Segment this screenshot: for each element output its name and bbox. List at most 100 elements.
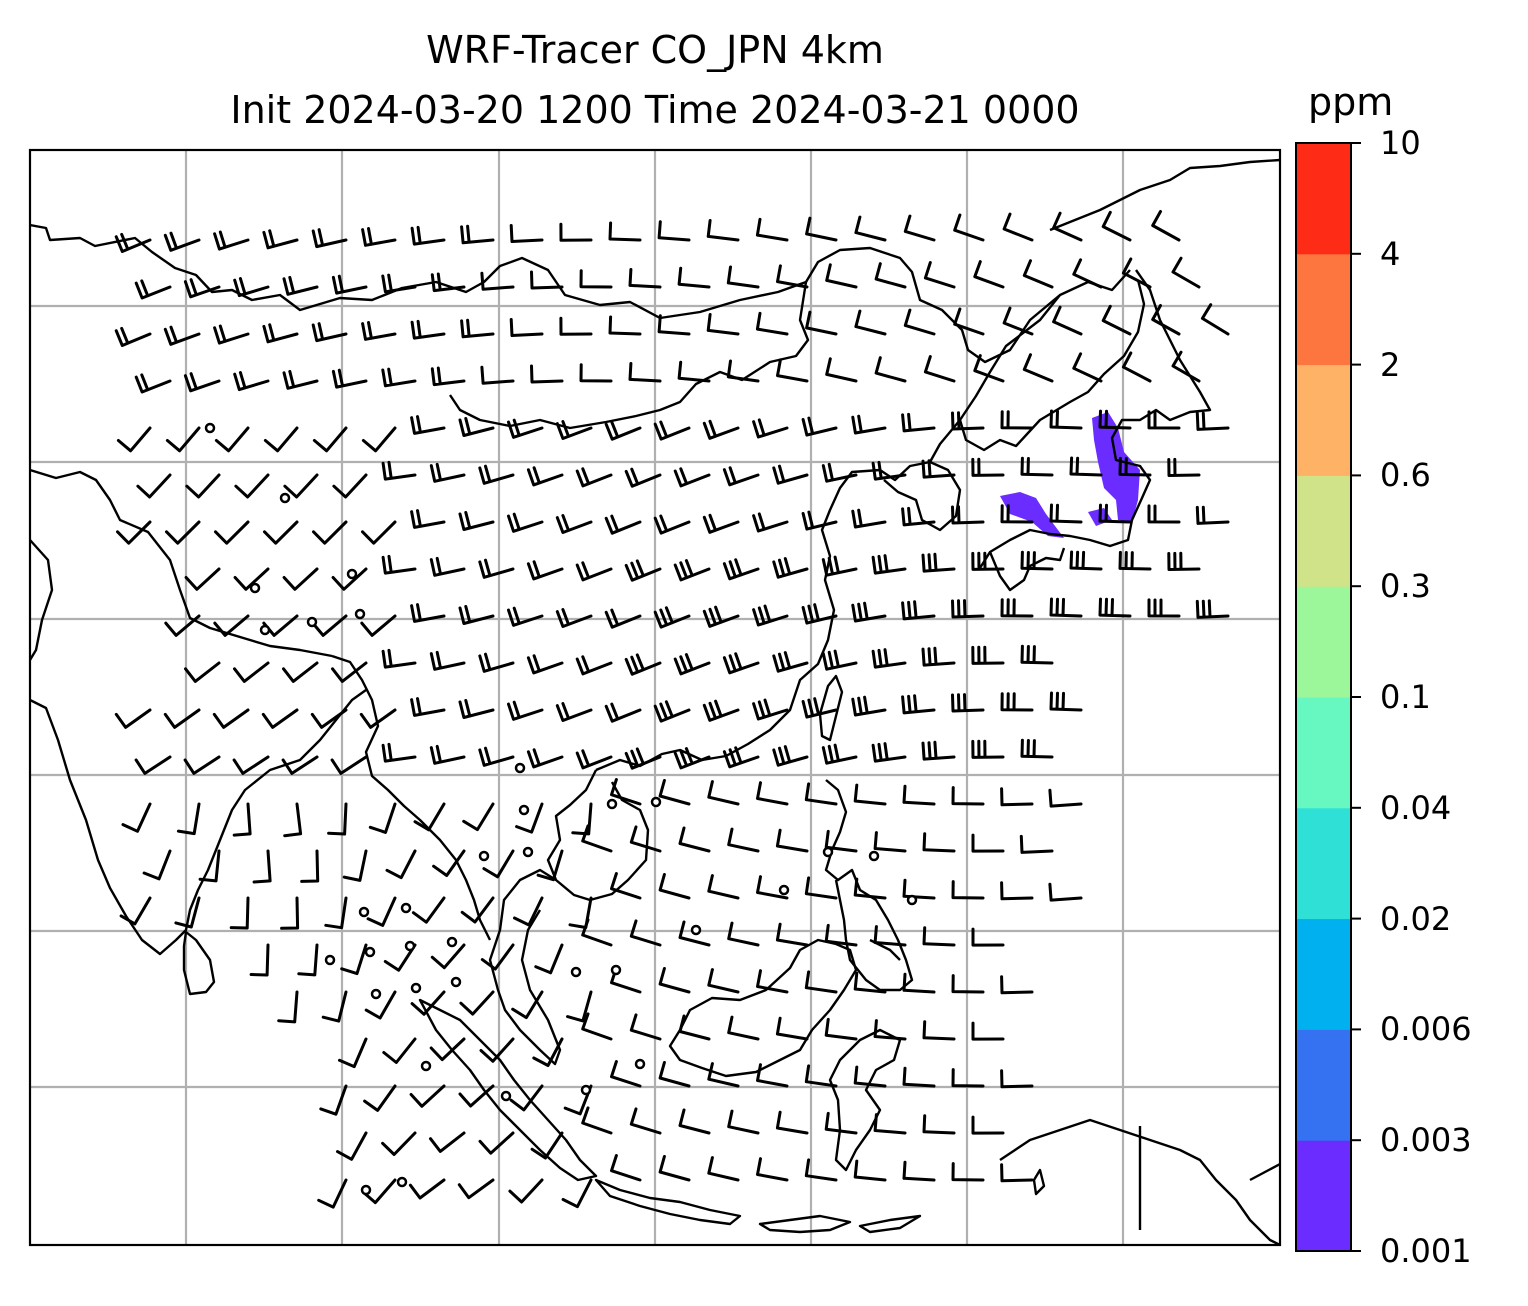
wind-barb [971,551,1005,571]
wind-barb [953,307,985,336]
wind-barb [381,648,417,669]
wind-barb [509,318,544,337]
wind-barb [953,213,985,242]
wind-barb [336,1131,368,1161]
wind-barb [727,921,760,947]
wind-barb [559,316,593,336]
wind-barb [804,1064,838,1088]
calm-wind-marker [306,616,318,628]
wind-barb [610,872,642,900]
wind-barb [1048,788,1083,808]
calm-wind-marker [346,568,358,580]
wind-barb [114,708,152,729]
wind-barb [772,557,809,579]
wind-barb [430,366,466,387]
colorbar-tick-label: 2 [1380,345,1401,384]
wind-barb [624,653,662,676]
wind-barb [332,473,368,499]
wind-barb [951,599,985,619]
wind-barb [722,746,760,769]
wind-barb [214,426,250,453]
wind-barb [526,748,564,769]
wind-barb [923,355,956,383]
wind-barb [536,849,564,882]
wind-barb [263,520,299,545]
wind-barb [608,221,642,242]
wind-barb [702,605,740,628]
wind-barb [624,467,662,488]
wind-barb [530,270,564,290]
wind-barb [775,922,809,947]
wind-barb [311,228,348,249]
wind-barb [252,849,272,884]
wind-barb [233,371,270,392]
wind-barb [429,1037,466,1062]
calm-wind-marker [906,894,918,906]
wind-barb [163,325,201,346]
wind-barb [1101,304,1132,336]
wind-barb [176,802,201,836]
wind-barb [653,420,691,441]
wind-barb [653,606,691,629]
wind-barb [459,990,495,1016]
wind-barb [1195,411,1230,431]
wind-barb [1195,505,1230,525]
wind-barb [581,918,613,947]
wind-barb [1098,503,1132,524]
wind-barb [921,646,956,667]
wind-barb [183,372,221,393]
wind-barb [579,363,613,383]
wind-barb [628,362,662,383]
wind-barb [873,1019,907,1041]
wind-barb [526,654,564,675]
wind-barb [871,648,907,669]
wind-barb [658,967,691,994]
wind-barb [874,356,907,383]
wind-barb [575,467,613,488]
wind-barb [119,896,152,926]
wind-barb [174,896,201,929]
wind-barb [410,990,446,1016]
wind-barb [361,227,397,247]
wind-barb [363,1084,397,1112]
wind-barb [1000,692,1034,712]
wind-barb [971,927,1005,947]
wind-barb [462,802,495,832]
wind-barb [368,802,397,834]
wind-barb [804,876,838,900]
wind-barb [381,554,417,575]
wind-barb [410,697,446,717]
calm-wind-marker [358,906,370,918]
wind-barb [479,1037,515,1063]
wind-barb [973,260,1005,289]
calm-wind-marker [606,798,618,810]
wind-barb [534,943,564,975]
wind-barb [311,322,348,343]
wind-barb [460,224,495,245]
calm-wind-marker [404,940,416,952]
wind-barb [566,990,593,1023]
wind-barb [971,645,1005,665]
wind-barb [116,426,152,453]
wind-barb [776,264,809,289]
wind-barb [134,373,172,394]
wind-barb [184,661,221,683]
wind-barb [610,778,642,806]
wind-barb [1000,881,1034,901]
wind-barb [232,755,270,775]
wind-barb [756,875,789,900]
wind-barb [331,274,368,295]
wind-barb [1121,257,1152,289]
wind-barb [430,943,466,970]
wind-barb [1118,456,1152,477]
calm-wind-marker [650,796,662,808]
wind-barb [1069,456,1103,477]
wind-barb [262,323,299,344]
wind-barb [951,880,985,900]
wind-barb [805,216,838,242]
wind-barb [331,567,368,591]
colorbar-bin [1296,475,1351,587]
wind-barb [1020,644,1054,665]
wind-barb [772,745,809,767]
calm-wind-marker [354,608,366,620]
